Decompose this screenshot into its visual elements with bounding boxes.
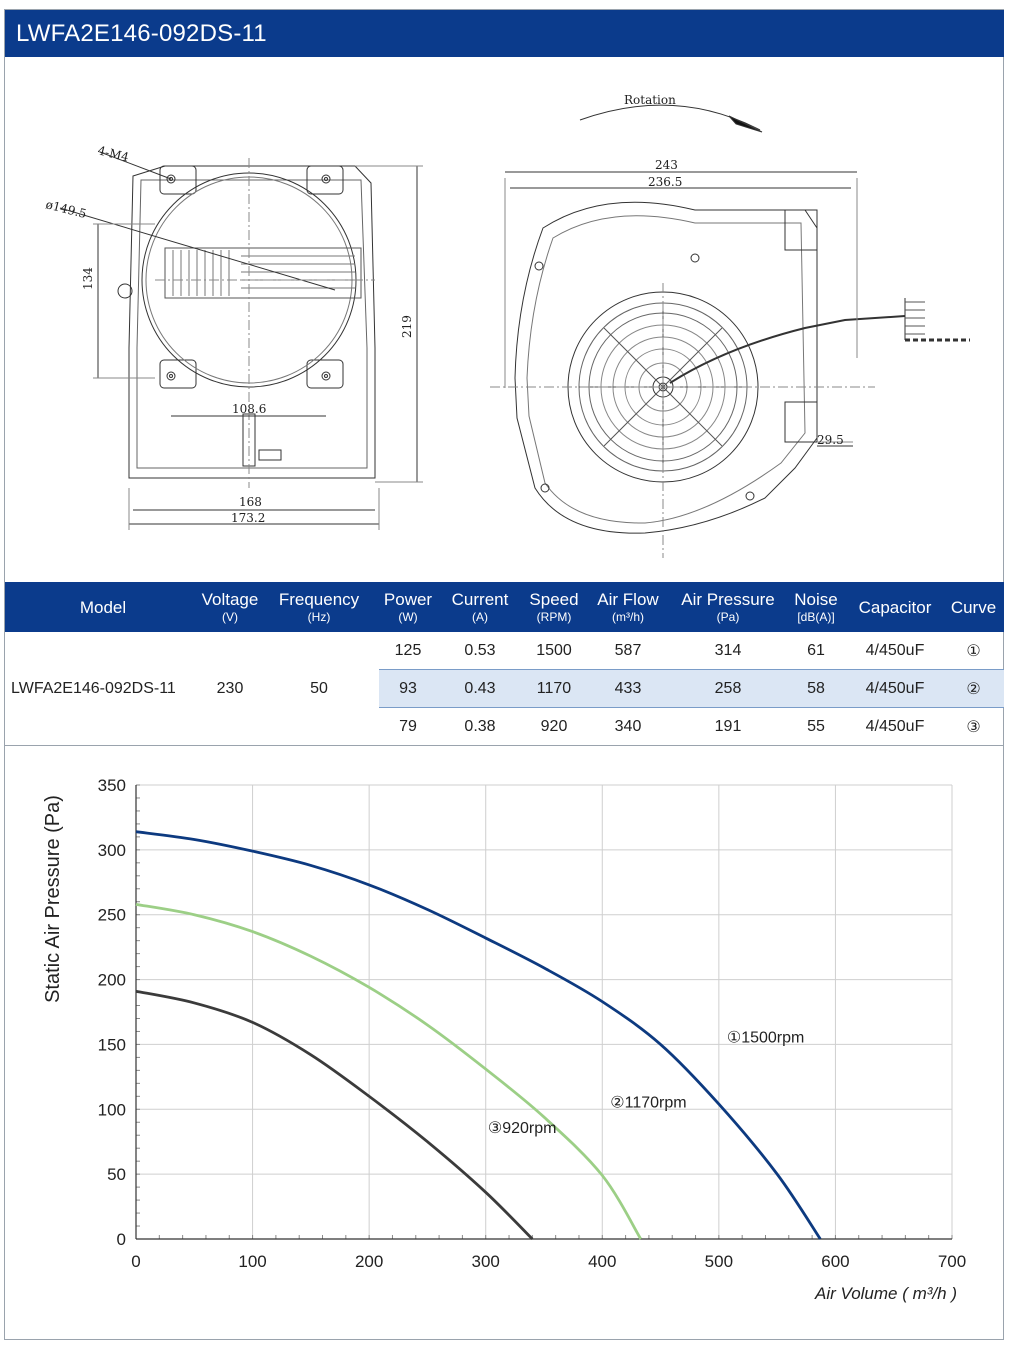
col-capacitor: Capacitor	[858, 597, 932, 617]
x-tick-label: 300	[472, 1252, 500, 1271]
x-tick-label: 500	[705, 1252, 733, 1271]
cell-air-flow: 340	[614, 717, 642, 735]
cell-air-flow: 587	[614, 641, 642, 659]
spec-header-row: Model Voltage (V) Frequency (Hz) Power (W) …	[5, 582, 1004, 632]
cell-curve: ①	[966, 642, 981, 660]
cell-voltage: 230	[216, 679, 244, 697]
y-tick-label: 100	[98, 1100, 126, 1119]
col-curve: Curve	[950, 597, 997, 617]
cell-capacitor: 4/450uF	[865, 717, 925, 735]
dim-side-width-outer: 243	[655, 158, 678, 172]
section-divider	[5, 745, 1004, 746]
y-tick-label: 0	[117, 1230, 126, 1249]
col-air-pressure: Air Pressure (Pa)	[681, 590, 775, 624]
y-tick-label: 50	[107, 1165, 126, 1184]
cell-power: 125	[394, 641, 422, 659]
y-axis-label: Static Air Pressure (Pa)	[42, 795, 64, 1003]
x-tick-label: 100	[238, 1252, 266, 1271]
performance-chart-svg: 0 100 200 300 400 500 600 700 0 50 100 150 200 250 300…	[42, 776, 966, 1303]
cell-noise: 61	[807, 641, 825, 659]
spec-table: Model Voltage (V) Frequency (Hz) Power (W) …	[5, 582, 1004, 745]
x-tick-label: 600	[821, 1252, 849, 1271]
col-power: Power (W)	[383, 590, 433, 624]
page-title: LWFA2E146-092DS-11	[16, 20, 267, 47]
cell-air-pressure: 258	[671, 669, 785, 708]
series-line	[135, 902, 642, 1240]
dim-width-outer: 173.2	[231, 511, 265, 525]
series-label: ③920rpm	[488, 1120, 557, 1137]
technical-drawing-svg: 4-M4 ø149.5 134 219 108.6 168 173.2	[44, 93, 970, 558]
dim-side-width-inner: 236.5	[648, 175, 682, 189]
y-tick-label: 350	[98, 776, 126, 795]
y-tick-label: 250	[98, 906, 126, 925]
cell-curve: ③	[966, 718, 981, 736]
cell-power: 93	[379, 669, 437, 708]
side-view	[490, 104, 970, 558]
spec-row: LWFA2E146-092DS-11 230 50 125 0.53 1500 …	[5, 632, 1004, 697]
spec-row: 93 0.43 1170 433 258 58 4/450uF ②	[5, 669, 1004, 708]
cell-curve: ②	[943, 669, 1004, 708]
series-label: ①1500rpm	[727, 1029, 805, 1046]
col-frequency: Frequency (Hz)	[278, 590, 360, 624]
col-noise: Noise [dB(A)]	[794, 590, 838, 624]
col-speed: Speed (RPM)	[529, 590, 579, 624]
x-tick-label: 200	[355, 1252, 383, 1271]
series-line	[135, 830, 822, 1240]
cell-capacitor: 4/450uF	[847, 669, 943, 708]
x-tick-label: 400	[588, 1252, 616, 1271]
dim-height-inner: 134	[81, 267, 95, 290]
x-tick-label: 700	[938, 1252, 966, 1271]
cell-noise: 55	[807, 717, 825, 735]
cell-air-flow: 433	[585, 669, 671, 708]
cell-noise: 58	[785, 669, 847, 708]
technical-drawing: 4-M4 ø149.5 134 219 108.6 168 173.2	[5, 58, 1004, 580]
cell-speed: 920	[540, 717, 568, 735]
col-voltage: Voltage (V)	[201, 590, 259, 624]
dim-bolt: 4-M4	[96, 143, 130, 164]
cell-speed: 1500	[536, 641, 572, 659]
performance-chart: 0 100 200 300 400 500 600 700 0 50 100 150 200 250 300…	[5, 750, 1004, 1330]
cell-model: LWFA2E146-092DS-11	[11, 679, 176, 697]
series-label: ②1170rpm	[610, 1094, 686, 1111]
dim-width-inner: 168	[239, 495, 262, 509]
cell-current: 0.53	[464, 641, 496, 659]
cell-power: 79	[399, 717, 417, 735]
col-current: Current (A)	[451, 590, 509, 624]
dim-side-offset: 29.5	[817, 433, 844, 447]
dim-height-total: 219	[400, 315, 414, 338]
cell-current: 0.38	[464, 717, 496, 735]
dim-diameter: ø149.5	[44, 197, 88, 221]
cell-capacitor: 4/450uF	[865, 641, 925, 659]
cell-frequency: 50	[310, 679, 328, 697]
x-tick-label: 0	[131, 1252, 140, 1271]
col-air-flow: Air Flow (m³/h)	[597, 590, 659, 624]
front-view	[59, 151, 423, 530]
y-tick-label: 300	[98, 841, 126, 860]
y-tick-label: 150	[98, 1035, 126, 1054]
cell-current: 0.43	[437, 669, 523, 708]
spec-row: 79 0.38 920 340 191 55 4/450uF ③	[5, 708, 1004, 746]
rotation-label: Rotation	[624, 93, 676, 107]
cell-speed: 1170	[523, 669, 585, 708]
y-tick-label: 200	[98, 971, 126, 990]
cell-air-pressure: 191	[714, 717, 742, 735]
col-model: Model	[79, 597, 127, 617]
dim-span: 108.6	[232, 402, 266, 416]
series-line	[135, 989, 534, 1240]
title-bar: LWFA2E146-092DS-11	[5, 10, 1004, 57]
x-axis-label: Air Volume ( m³/h )	[814, 1284, 957, 1303]
cell-air-pressure: 314	[714, 641, 742, 659]
